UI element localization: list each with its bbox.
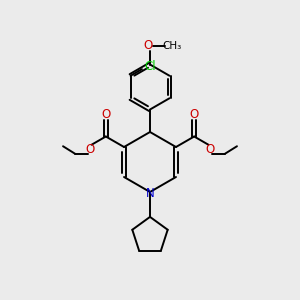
Text: O: O	[143, 39, 152, 52]
Text: N: N	[146, 187, 154, 200]
Text: Cl: Cl	[144, 60, 156, 73]
Text: O: O	[190, 108, 199, 121]
Text: O: O	[85, 143, 95, 156]
Text: CH₃: CH₃	[162, 41, 181, 51]
Text: O: O	[101, 108, 110, 121]
Text: O: O	[205, 143, 214, 156]
